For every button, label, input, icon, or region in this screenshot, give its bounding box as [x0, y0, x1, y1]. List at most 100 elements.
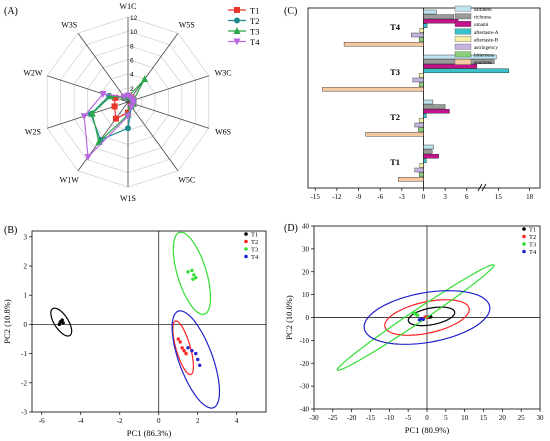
bar	[418, 118, 424, 123]
y-tick-label: -2	[21, 379, 27, 387]
legend-label: T1	[529, 227, 536, 234]
confidence-ellipse	[363, 290, 491, 345]
radar-chart-panel-a: (A)W1CW5SW3CW6SW5CW1SW1WW2SW2WW3S0246810…	[4, 2, 260, 203]
group-label: T1	[390, 157, 400, 167]
legend-label: richness	[474, 15, 491, 21]
bar	[423, 144, 434, 150]
radar-axis-label: W3S	[61, 20, 77, 29]
radar-spoke	[127, 101, 209, 129]
panel-label: (D)	[284, 223, 298, 234]
legend-label: T1	[251, 232, 258, 239]
y-axis-title: PC2 (10.0%)	[284, 295, 294, 340]
scatter-point	[196, 357, 200, 362]
y-tick-label: -30	[300, 383, 310, 391]
bar	[412, 77, 424, 83]
legend-label: saltiness	[474, 7, 492, 13]
group-label: T4	[390, 22, 401, 32]
radar-tick-label: 6	[130, 58, 134, 65]
radar-axis-label: W5C	[178, 176, 195, 185]
scatter-point	[190, 348, 194, 353]
bar-chart-panel-c: (C) -15 -12 -9 -6 -3 0 3 6 15 18 T4 T3 T2 T1 saltiness r…	[284, 5, 541, 201]
scatter-point	[58, 320, 62, 324]
legend-label: T2	[250, 16, 259, 26]
pca-scatter-panel-b: (B) -6 -4 -2 0 2 4 -3 -2 -1 0 1 2 3 PC1 (86.3%) PC2 (10…	[2, 225, 267, 438]
group-label: T2	[390, 112, 400, 122]
x-tick-label: 0	[425, 414, 429, 422]
x-tick-label: 15	[495, 193, 503, 201]
legend-label: sourness	[474, 60, 492, 66]
radar-point	[127, 103, 135, 111]
bar	[423, 23, 428, 28]
radar-tick-label: 10	[130, 29, 138, 36]
scatter-point	[412, 311, 416, 315]
confidence-ellipse	[171, 310, 221, 409]
legend-label: T2	[251, 239, 258, 246]
x-tick-label: 5	[444, 414, 448, 422]
legend-marker	[233, 27, 241, 34]
bar	[423, 19, 459, 24]
legend-marker	[522, 242, 526, 246]
radar-axis-label: W6S	[215, 128, 231, 137]
y-tick-label: -20	[300, 360, 310, 368]
x-tick-label: -15	[311, 193, 321, 201]
radar-spoke	[77, 32, 129, 103]
bar	[343, 42, 424, 47]
scatter-point	[194, 351, 198, 356]
bar	[419, 28, 424, 33]
legend-marker	[522, 234, 526, 239]
radar-point	[111, 103, 118, 110]
x-tick-label: -30	[309, 414, 319, 422]
legend-swatch	[454, 13, 472, 20]
legend-marker	[522, 227, 526, 231]
confidence-ellipse	[384, 299, 470, 336]
legend-swatch	[454, 43, 472, 50]
radar-axis-label: W5S	[179, 20, 195, 29]
radar-spoke	[77, 101, 129, 172]
scatter-point	[186, 270, 190, 274]
x-tick-label: -3	[399, 193, 405, 201]
radar-point	[84, 154, 92, 162]
y-tick-label: 40	[302, 223, 310, 231]
bar	[418, 172, 424, 177]
legend-label: astringency	[474, 45, 498, 51]
bar	[411, 32, 424, 38]
bar	[423, 9, 437, 15]
y-tick-label: 3	[24, 233, 28, 241]
radar-point	[112, 115, 119, 122]
x-tick-label: -12	[332, 193, 342, 201]
legend-label: T4	[529, 249, 537, 256]
bar	[423, 68, 510, 74]
radar-tick-label: 4	[130, 72, 134, 79]
x-axis-title: PC1 (86.3%)	[127, 428, 172, 438]
legend-swatch	[454, 21, 472, 27]
bar	[418, 73, 424, 78]
radar-tick-label: 12	[130, 15, 138, 22]
legend-marker	[244, 232, 248, 236]
confidence-ellipse	[407, 306, 456, 327]
x-tick-label: -5	[405, 414, 411, 422]
radar-point	[120, 93, 128, 101]
confidence-ellipse	[50, 307, 73, 337]
legend-marker	[234, 7, 240, 13]
y-tick-label: 1	[24, 292, 28, 300]
y-tick-label: 0	[306, 314, 310, 322]
legend-label: T3	[250, 27, 259, 37]
x-tick-label: 2	[196, 417, 200, 425]
x-tick-label: -6	[39, 417, 45, 425]
legend-swatch	[454, 5, 472, 12]
bar	[423, 99, 434, 105]
bar	[423, 153, 439, 159]
legend-label: T3	[529, 242, 536, 249]
legend-swatch	[454, 59, 472, 65]
x-tick-label: 20	[499, 414, 507, 422]
legend-marker	[522, 249, 526, 254]
bar	[322, 86, 424, 92]
radar-spoke	[127, 75, 209, 103]
x-tick-label: -2	[117, 417, 123, 425]
legend-marker	[233, 38, 241, 46]
panel-label: (B)	[4, 225, 17, 236]
x-tick-label: 6	[465, 193, 469, 201]
scatter-point	[184, 351, 188, 356]
radar-series-line	[83, 93, 134, 159]
bar	[423, 149, 433, 154]
